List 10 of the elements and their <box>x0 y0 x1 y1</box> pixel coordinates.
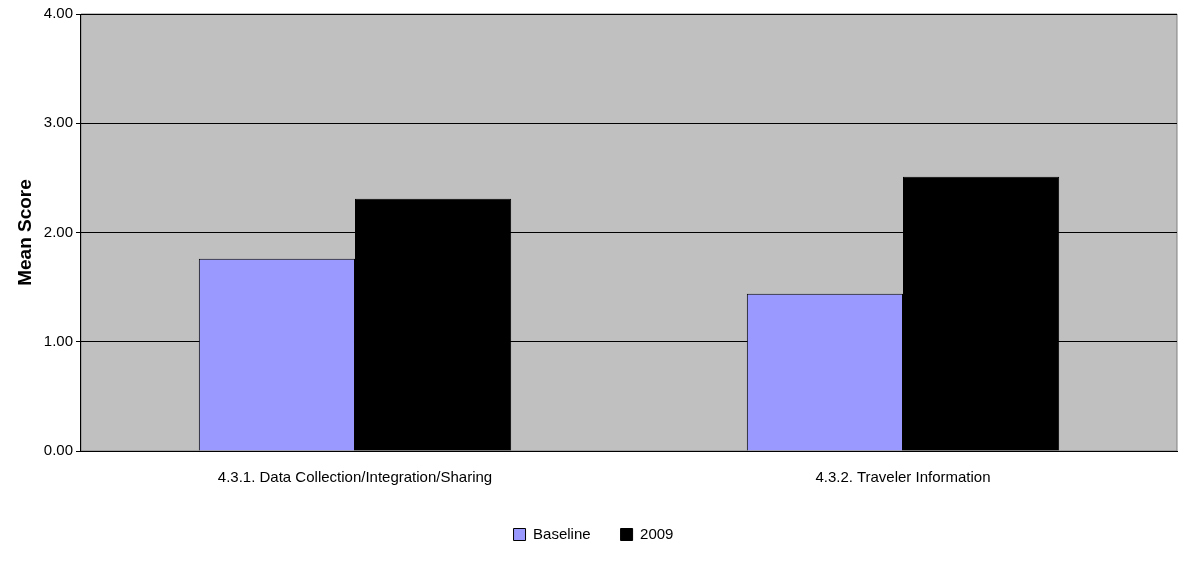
x-tick-label: 4.3.1. Data Collection/Integration/Sharing <box>217 468 493 486</box>
y-tick-label: 2.00 <box>43 222 73 240</box>
legend-label: Baseline <box>533 524 591 542</box>
y-tick-label: 0.00 <box>43 441 73 459</box>
legend-label: 2009 <box>640 524 674 542</box>
y-tick-label: 1.00 <box>43 331 73 349</box>
y-axis-title: Mean Score <box>13 179 35 286</box>
y-tick-label: 4.00 <box>43 4 73 22</box>
x-tick-label: 4.3.2. Traveler Information <box>815 468 991 486</box>
y-tick-label: 3.00 <box>43 113 73 131</box>
